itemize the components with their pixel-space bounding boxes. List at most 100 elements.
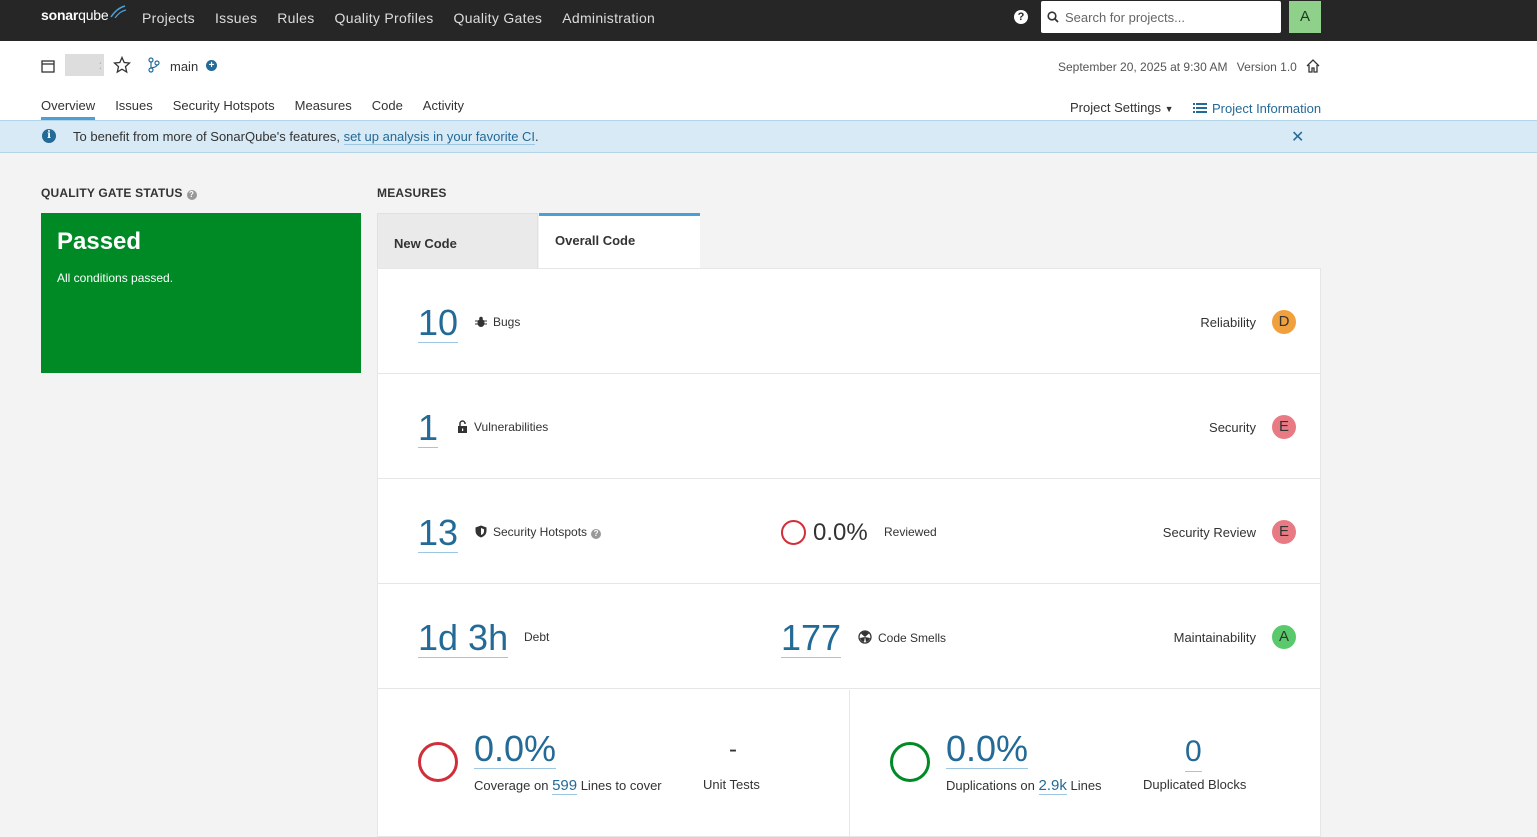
search-input[interactable] [1065,8,1275,26]
security-rating[interactable]: E [1272,415,1296,439]
info-icon: i [42,129,56,143]
hotspots-label-text: Security Hotspots [493,525,588,539]
duplications-suffix: Lines [1066,778,1102,793]
quality-gate-message: All conditions passed. [57,271,174,285]
duplicated-blocks-label: Duplicated Blocks [1143,777,1247,792]
maintainability-label: Maintainability [1173,630,1256,645]
project-version: Version 1.0 [1236,60,1297,74]
logo-sonar-text: sonar [41,7,79,23]
banner-message: To benefit from more of SonarQube's feat… [73,129,539,145]
tab-new-code-label: New Code [394,236,457,251]
lines-link[interactable]: 2.9k [1038,777,1067,795]
logo-qube-text: qube [78,7,109,23]
duplicated-blocks-value[interactable]: 0 [1185,733,1202,772]
project-settings-dropdown[interactable]: Project Settings ▼ [1070,100,1174,115]
analysis-date: September 20, 2025 at 9:30 AM [1058,60,1228,74]
nav-administration[interactable]: Administration [562,10,656,26]
reviewed-percent[interactable]: 0.0% [813,519,868,546]
duplications-donut [890,742,930,782]
tab-activity[interactable]: Activity [422,98,464,113]
shield-icon [475,525,487,538]
bugs-label: Bugs [475,315,520,329]
duplications-label: Duplications on 2.9k Lines [946,777,1102,795]
project-settings-label: Project Settings [1070,100,1162,115]
debt-value[interactable]: 1d 3h [418,617,509,658]
home-icon[interactable] [1305,58,1321,74]
tab-new-code[interactable]: New Code [377,213,538,269]
banner-text: To benefit from more of SonarQube's feat… [73,129,344,144]
bugs-label-text: Bugs [493,315,521,329]
quality-gate-title: QUALITY GATE STATUS? [41,186,197,200]
reviewed-donut [781,520,806,545]
vulnerabilities-count[interactable]: 1 [418,407,439,448]
hotspots-label: Security Hotspots? [475,525,602,539]
tab-overall-code-label: Overall Code [555,233,636,248]
nav-quality-profiles[interactable]: Quality Profiles [334,10,434,26]
code-smell-icon [858,630,872,644]
setup-ci-link[interactable]: set up analysis in your favorite CI [343,129,536,145]
lines-to-cover-link[interactable]: 599 [552,777,578,795]
duplications-prefix: Duplications on [946,778,1039,793]
nav-issues[interactable]: Issues [214,10,258,26]
security-review-rating[interactable]: E [1272,520,1296,544]
branch-name[interactable]: main [170,59,199,74]
tab-overview[interactable]: Overview [41,98,96,120]
sonarqube-logo[interactable]: sonarqube [41,5,127,23]
branch-add-icon[interactable]: + [206,60,217,71]
info-banner: i To benefit from more of SonarQube's fe… [0,120,1537,153]
reliability-label: Reliability [1200,315,1256,330]
coverage-donut [418,742,458,782]
help-icon[interactable]: ? [1014,10,1028,24]
top-navbar: sonarqube Projects Issues Rules Quality … [0,0,1537,41]
branch-icon [148,57,160,73]
coverage-duplications-row: 0.0% Coverage on 599 Lines to cover - Un… [378,690,1320,836]
banner-end: . [535,129,539,144]
close-icon[interactable]: ✕ [1291,129,1305,146]
reliability-row: 10 Bugs Reliability D [378,269,1320,374]
search-icon [1047,11,1059,23]
maintainability-row: 1d 3h Debt 177 Code Smells Maintainabili… [378,584,1320,689]
tab-issues[interactable]: Issues [115,98,153,113]
hotspots-count[interactable]: 13 [418,512,459,553]
project-header: : main + September 20, 2025 at 9:30 AM V… [0,41,1537,120]
reviewed-label: Reviewed [884,525,937,539]
help-icon[interactable]: ? [591,529,602,539]
tab-security-hotspots[interactable]: Security Hotspots [172,98,275,113]
nav-rules[interactable]: Rules [277,10,315,26]
measures-title: MEASURES [377,186,447,200]
project-information-link[interactable]: Project Information [1193,101,1321,116]
coverage-value[interactable]: 0.0% [474,728,557,769]
nav-projects[interactable]: Projects [142,10,195,26]
quality-gate-status: Passed [57,228,142,255]
logo-waves-icon [110,5,127,18]
maintainability-rating[interactable]: A [1272,625,1296,649]
help-icon[interactable]: ? [186,190,197,200]
code-smells-count[interactable]: 177 [781,617,842,658]
tab-measures[interactable]: Measures [294,98,352,113]
security-review-label: Security Review [1162,525,1256,540]
duplications-value[interactable]: 0.0% [946,728,1029,769]
tab-overall-code[interactable]: Overall Code [539,213,700,269]
security-review-row: 13 Security Hotspots? 0.0% Reviewed Secu… [378,479,1320,584]
nav-quality-gates[interactable]: Quality Gates [453,10,543,26]
measures-panel: 10 Bugs Reliability D 1 Vulnerabilities … [377,268,1321,837]
favorite-star-icon[interactable] [113,56,131,74]
lock-icon [458,420,467,433]
user-avatar[interactable]: A [1289,1,1321,33]
project-information-label: Project Information [1212,101,1322,116]
column-divider [849,690,850,836]
security-label: Security [1209,420,1256,435]
analysis-meta: September 20, 2025 at 9:30 AM Version 1.… [1058,60,1303,74]
code-smells-label-text: Code Smells [878,631,947,645]
coverage-suffix: Lines to cover [577,778,662,793]
tab-code[interactable]: Code [371,98,403,113]
coverage-prefix: Coverage on [474,778,553,793]
reliability-rating[interactable]: D [1272,310,1296,334]
quality-gate-title-text: QUALITY GATE STATUS [41,186,183,200]
security-row: 1 Vulnerabilities Security E [378,374,1320,479]
debt-label: Debt [524,630,550,644]
bugs-count[interactable]: 10 [418,302,459,343]
project-name-redacted[interactable]: : [65,54,104,76]
caret-down-icon: ▼ [1164,104,1174,114]
quality-gate-box: Passed All conditions passed. [41,213,361,373]
